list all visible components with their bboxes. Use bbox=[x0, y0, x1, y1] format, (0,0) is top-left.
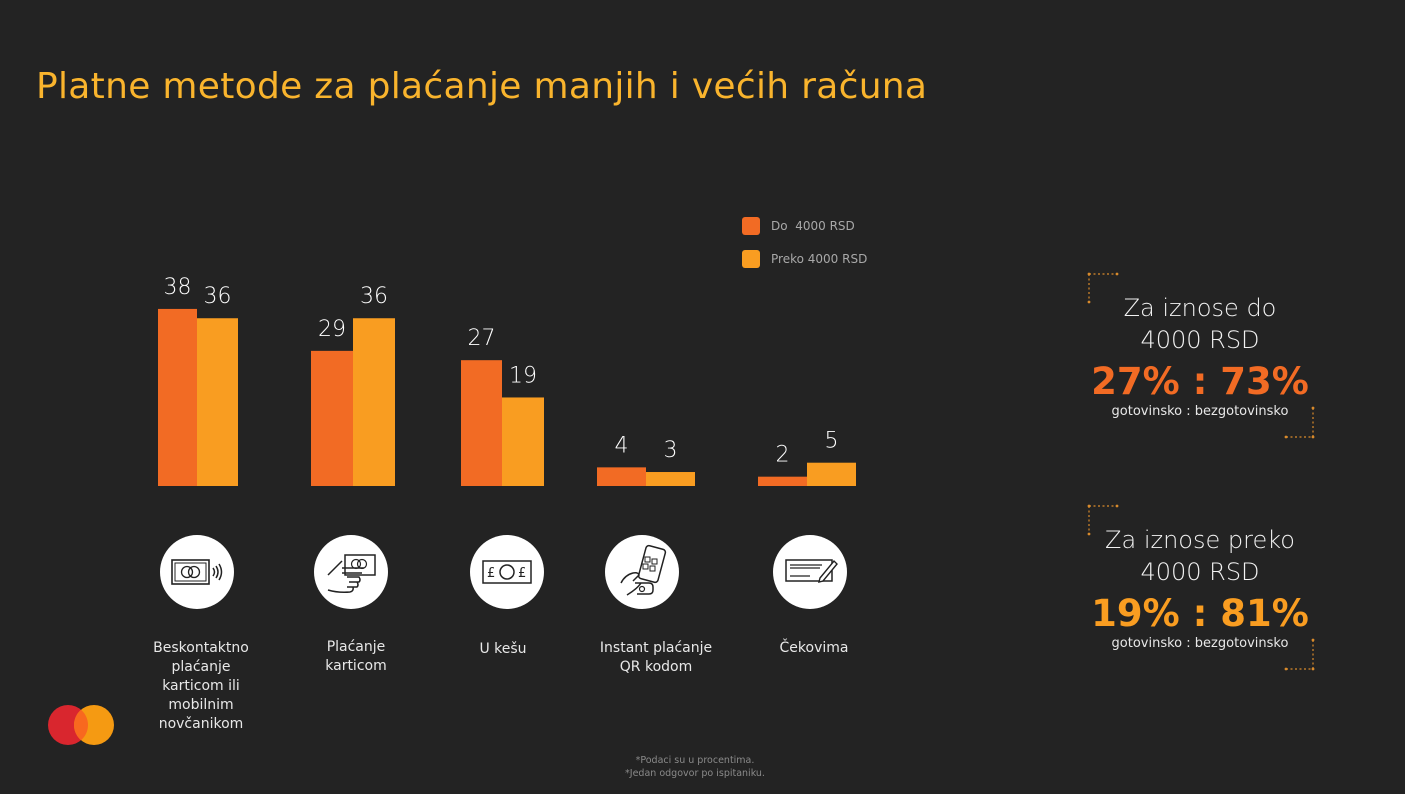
summary-ratio: 27% : 73% bbox=[1091, 360, 1309, 403]
legend-label: Do 4000 RSD bbox=[771, 219, 855, 233]
category-label-card: Plaćanje karticom bbox=[281, 638, 431, 676]
summary-preko-4000: Za iznose preko 4000 RSD 19% : 81% gotov… bbox=[1075, 524, 1325, 651]
summary-heading: Za iznose do 4000 RSD bbox=[1075, 292, 1325, 356]
bar-preko-4000-2 bbox=[502, 397, 544, 486]
bar-do-4000-3 bbox=[597, 467, 646, 486]
bar-value-label: 3 bbox=[664, 438, 678, 463]
summary-do-4000: Za iznose do 4000 RSD 27% : 73% gotovins… bbox=[1075, 292, 1325, 419]
corner-bracket-decoration bbox=[1284, 406, 1315, 439]
hand-card-icon bbox=[314, 535, 388, 609]
footnote-line: *Podaci su u procentima. bbox=[635, 755, 755, 766]
cheque-icon bbox=[773, 535, 847, 609]
bar-value-label: 36 bbox=[360, 284, 388, 309]
bar-value-label: 38 bbox=[164, 275, 192, 300]
bar-preko-4000-4 bbox=[807, 462, 856, 486]
label-line: Čekovima bbox=[779, 640, 849, 656]
bar-preko-4000-3 bbox=[646, 472, 695, 486]
legend-swatch bbox=[742, 217, 760, 235]
label-line: karticom bbox=[325, 658, 387, 674]
summary-caption: gotovinsko : bezgotovinsko bbox=[1111, 636, 1289, 651]
label-line: mobilnim bbox=[168, 697, 234, 713]
category-label-cheque: Čekovima bbox=[739, 639, 889, 658]
summary-ratio: 19% : 81% bbox=[1091, 592, 1309, 635]
heading-line: Za iznose do bbox=[1123, 294, 1277, 322]
heading-line: 4000 RSD bbox=[1140, 558, 1260, 586]
bar-value-label: 29 bbox=[318, 317, 346, 342]
label-line: novčanikom bbox=[158, 716, 244, 732]
cash-banknote-icon: £ £ bbox=[470, 535, 544, 609]
bar-value-label: 27 bbox=[468, 326, 496, 351]
bar-do-4000-4 bbox=[758, 476, 807, 486]
label-line: karticom ili bbox=[162, 678, 240, 694]
heading-line: Za iznose preko bbox=[1105, 526, 1295, 554]
bar-value-label: 19 bbox=[509, 363, 537, 388]
bar-do-4000-1 bbox=[311, 350, 353, 486]
legend-item-preko-4000: Preko 4000 RSD bbox=[742, 249, 867, 269]
page-title: Platne metode za plaćanje manjih i većih… bbox=[36, 66, 928, 107]
category-label-qr: Instant plaćanje QR kodom bbox=[581, 639, 731, 677]
legend-item-do-4000: Do 4000 RSD bbox=[742, 216, 867, 236]
bar-value-label: 2 bbox=[776, 443, 790, 468]
corner-bracket-decoration bbox=[1087, 272, 1119, 304]
qr-phone-icon bbox=[605, 535, 679, 609]
label-line: Plaćanje bbox=[326, 639, 386, 655]
label-line: U kešu bbox=[479, 641, 527, 657]
bar-value-label: 5 bbox=[825, 429, 839, 454]
heading-line: 4000 RSD bbox=[1140, 326, 1260, 354]
bar-do-4000-0 bbox=[158, 308, 197, 486]
corner-bracket-decoration bbox=[1284, 638, 1315, 671]
summary-caption: gotovinsko : bezgotovinsko bbox=[1111, 404, 1289, 419]
corner-bracket-decoration bbox=[1087, 504, 1119, 536]
legend-label: Preko 4000 RSD bbox=[771, 252, 868, 266]
label-line: Instant plaćanje bbox=[599, 640, 713, 656]
chart-legend: Do 4000 RSD Preko 4000 RSD bbox=[742, 216, 867, 282]
label-line: Beskontaktno bbox=[153, 640, 249, 656]
summary-heading: Za iznose preko 4000 RSD bbox=[1075, 524, 1325, 588]
bar-do-4000-2 bbox=[461, 360, 502, 486]
label-line: plaćanje bbox=[171, 659, 231, 675]
legend-swatch bbox=[742, 250, 760, 268]
category-label-cash: U kešu bbox=[428, 640, 578, 659]
bar-preko-4000-1 bbox=[353, 318, 395, 486]
svg-text:£: £ bbox=[487, 566, 495, 581]
bar-value-label: 36 bbox=[204, 284, 232, 309]
bar-preko-4000-0 bbox=[197, 318, 238, 486]
label-line: QR kodom bbox=[619, 659, 693, 675]
footnotes: *Podaci su u procentima. *Jedan odgovor … bbox=[540, 754, 850, 780]
contactless-card-icon bbox=[160, 535, 234, 609]
svg-text:£: £ bbox=[518, 566, 526, 581]
footnote-line: *Jedan odgovor po ispitaniku. bbox=[625, 768, 765, 779]
category-label-contactless: Beskontaktno plaćanje karticom ili mobil… bbox=[126, 639, 276, 734]
bar-value-label: 4 bbox=[615, 433, 629, 458]
mastercard-logo bbox=[48, 705, 114, 745]
